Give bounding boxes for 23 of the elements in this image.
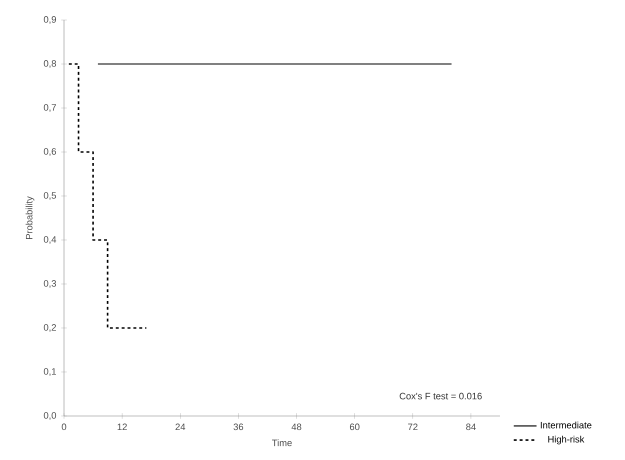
- x-tick-label: 48: [292, 424, 302, 430]
- y-axis-title: Probability: [26, 196, 34, 240]
- y-tick-label: 0,8: [44, 60, 56, 68]
- legend-label: High-risk: [548, 436, 584, 444]
- y-tick-label: 0,5: [44, 192, 56, 200]
- y-tick-label: 0,0: [44, 412, 56, 420]
- y-tick-label: 0,3: [44, 280, 56, 288]
- x-tick-label: 36: [234, 424, 244, 430]
- legend-label: Intermediate: [540, 422, 592, 428]
- x-tick-label: 24: [176, 424, 186, 430]
- y-tick-label: 0,4: [44, 236, 56, 244]
- y-tick-label: 0,6: [44, 148, 56, 156]
- y-tick-label: 0,9: [44, 16, 56, 24]
- x-tick-label: 84: [466, 424, 476, 430]
- y-tick-label: 0,7: [44, 104, 56, 112]
- x-axis-title: Time: [272, 439, 292, 446]
- x-tick-label: 12: [118, 424, 127, 430]
- y-tick-label: 0,1: [44, 368, 56, 376]
- y-tick-label: 0,2: [44, 324, 56, 332]
- x-tick-label: 0: [62, 424, 66, 430]
- annotation: Cox's F test = 0.016: [400, 392, 482, 400]
- x-tick-label: 72: [408, 424, 418, 430]
- x-tick-label: 60: [350, 424, 360, 430]
